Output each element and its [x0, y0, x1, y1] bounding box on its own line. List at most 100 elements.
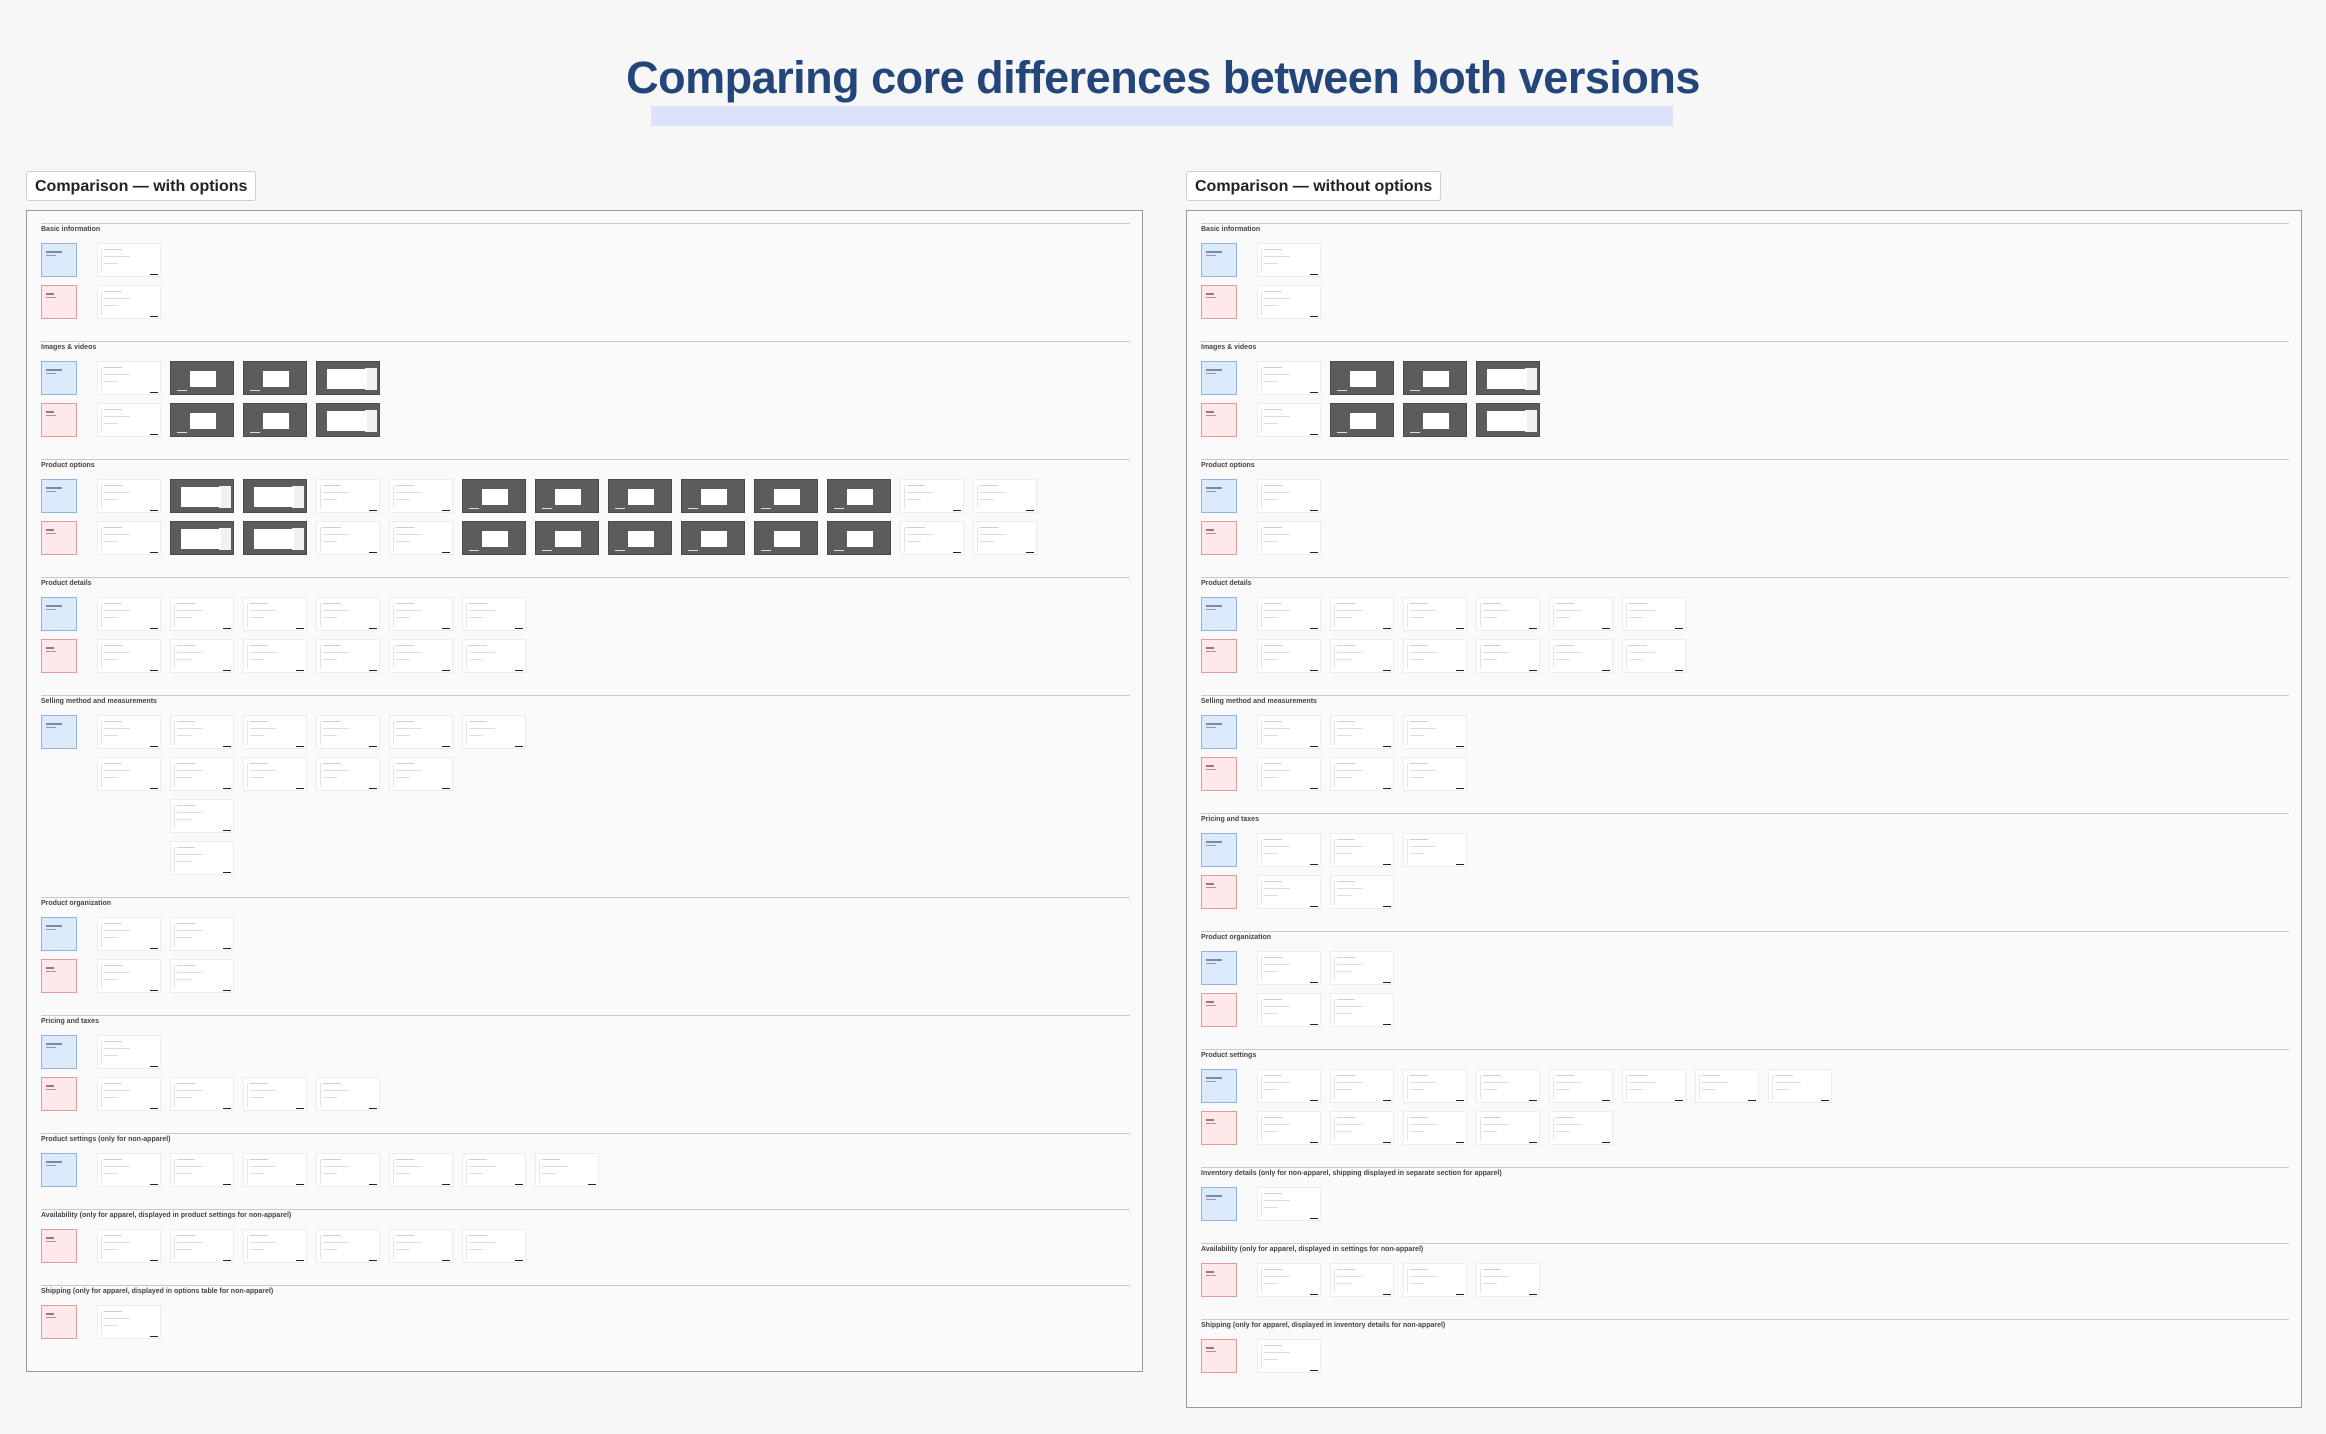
non-apparel-swatch[interactable]: [41, 361, 77, 395]
screen-thumbnail[interactable]: [1257, 993, 1321, 1027]
non-apparel-swatch[interactable]: [41, 715, 77, 749]
column-label-without-options[interactable]: Comparison — without options: [1186, 171, 1442, 201]
screen-thumbnail[interactable]: [973, 521, 1037, 555]
screen-thumbnail[interactable]: [389, 521, 453, 555]
screen-thumbnail[interactable]: [973, 479, 1037, 513]
screen-thumbnail[interactable]: [1768, 1069, 1832, 1103]
screen-thumbnail[interactable]: [1330, 403, 1394, 437]
screen-thumbnail[interactable]: [97, 1305, 161, 1339]
screen-thumbnail[interactable]: [170, 917, 234, 951]
screen-thumbnail[interactable]: [316, 639, 380, 673]
screen-thumbnail[interactable]: [243, 639, 307, 673]
screen-thumbnail[interactable]: [389, 1153, 453, 1187]
screen-thumbnail[interactable]: [1476, 639, 1540, 673]
screen-thumbnail[interactable]: [316, 597, 380, 631]
screen-thumbnail[interactable]: [170, 1153, 234, 1187]
screen-thumbnail[interactable]: [243, 757, 307, 791]
non-apparel-swatch[interactable]: [1201, 243, 1237, 277]
apparel-swatch[interactable]: [41, 1305, 77, 1339]
apparel-swatch[interactable]: [1201, 1111, 1237, 1145]
screen-thumbnail[interactable]: [1330, 875, 1394, 909]
screen-thumbnail[interactable]: [900, 521, 964, 555]
screen-thumbnail[interactable]: [827, 479, 891, 513]
screen-thumbnail[interactable]: [1403, 757, 1467, 791]
screen-thumbnail[interactable]: [97, 361, 161, 395]
screen-thumbnail[interactable]: [1549, 597, 1613, 631]
column-label-with-options[interactable]: Comparison — with options: [26, 171, 257, 201]
non-apparel-swatch[interactable]: [1201, 1187, 1237, 1221]
screen-thumbnail[interactable]: [1257, 1111, 1321, 1145]
screen-thumbnail[interactable]: [97, 715, 161, 749]
screen-thumbnail[interactable]: [1257, 1187, 1321, 1221]
screen-thumbnail[interactable]: [754, 479, 818, 513]
screen-thumbnail[interactable]: [1330, 993, 1394, 1027]
screen-thumbnail[interactable]: [243, 361, 307, 395]
apparel-swatch[interactable]: [1201, 1263, 1237, 1297]
screen-thumbnail[interactable]: [316, 403, 380, 437]
screen-thumbnail[interactable]: [1257, 597, 1321, 631]
screen-thumbnail[interactable]: [1403, 833, 1467, 867]
screen-thumbnail[interactable]: [1257, 639, 1321, 673]
screen-thumbnail[interactable]: [1476, 403, 1540, 437]
screen-thumbnail[interactable]: [1695, 1069, 1759, 1103]
screen-thumbnail[interactable]: [389, 757, 453, 791]
apparel-swatch[interactable]: [1201, 285, 1237, 319]
screen-thumbnail[interactable]: [1330, 951, 1394, 985]
screen-thumbnail[interactable]: [462, 1153, 526, 1187]
screen-thumbnail[interactable]: [1330, 715, 1394, 749]
screen-thumbnail[interactable]: [243, 521, 307, 555]
screen-thumbnail[interactable]: [1403, 597, 1467, 631]
non-apparel-swatch[interactable]: [41, 1035, 77, 1069]
apparel-swatch[interactable]: [41, 403, 77, 437]
screen-thumbnail[interactable]: [754, 521, 818, 555]
screen-thumbnail[interactable]: [389, 597, 453, 631]
screen-thumbnail[interactable]: [1403, 715, 1467, 749]
screen-thumbnail[interactable]: [316, 715, 380, 749]
screen-thumbnail[interactable]: [170, 521, 234, 555]
screen-thumbnail[interactable]: [243, 479, 307, 513]
screen-thumbnail[interactable]: [170, 1077, 234, 1111]
screen-thumbnail[interactable]: [97, 1229, 161, 1263]
screen-thumbnail[interactable]: [243, 597, 307, 631]
screen-thumbnail[interactable]: [316, 1229, 380, 1263]
screen-thumbnail[interactable]: [1257, 951, 1321, 985]
screen-thumbnail[interactable]: [1622, 1069, 1686, 1103]
screen-thumbnail[interactable]: [316, 757, 380, 791]
screen-thumbnail[interactable]: [462, 715, 526, 749]
non-apparel-swatch[interactable]: [41, 597, 77, 631]
screen-thumbnail[interactable]: [462, 639, 526, 673]
screen-thumbnail[interactable]: [1403, 1111, 1467, 1145]
screen-thumbnail[interactable]: [170, 715, 234, 749]
screen-thumbnail[interactable]: [97, 597, 161, 631]
apparel-swatch[interactable]: [1201, 1339, 1237, 1373]
screen-thumbnail[interactable]: [1476, 1111, 1540, 1145]
screen-thumbnail[interactable]: [535, 479, 599, 513]
screen-thumbnail[interactable]: [462, 479, 526, 513]
screen-thumbnail[interactable]: [1403, 1263, 1467, 1297]
screen-thumbnail[interactable]: [316, 1153, 380, 1187]
screen-thumbnail[interactable]: [170, 799, 234, 833]
screen-thumbnail[interactable]: [462, 597, 526, 631]
non-apparel-swatch[interactable]: [1201, 597, 1237, 631]
screen-thumbnail[interactable]: [1330, 1069, 1394, 1103]
screen-thumbnail[interactable]: [1330, 639, 1394, 673]
screen-thumbnail[interactable]: [1622, 597, 1686, 631]
screen-thumbnail[interactable]: [1330, 833, 1394, 867]
screen-thumbnail[interactable]: [170, 757, 234, 791]
screen-thumbnail[interactable]: [97, 1153, 161, 1187]
non-apparel-swatch[interactable]: [41, 243, 77, 277]
screen-thumbnail[interactable]: [1403, 639, 1467, 673]
screen-thumbnail[interactable]: [1257, 833, 1321, 867]
screen-thumbnail[interactable]: [1330, 1263, 1394, 1297]
non-apparel-swatch[interactable]: [41, 479, 77, 513]
screen-thumbnail[interactable]: [97, 959, 161, 993]
screen-thumbnail[interactable]: [1476, 1069, 1540, 1103]
screen-thumbnail[interactable]: [1257, 479, 1321, 513]
screen-thumbnail[interactable]: [316, 361, 380, 395]
apparel-swatch[interactable]: [1201, 403, 1237, 437]
apparel-swatch[interactable]: [41, 1229, 77, 1263]
screen-thumbnail[interactable]: [1403, 403, 1467, 437]
non-apparel-swatch[interactable]: [41, 1153, 77, 1187]
screen-thumbnail[interactable]: [681, 479, 745, 513]
screen-thumbnail[interactable]: [1622, 639, 1686, 673]
